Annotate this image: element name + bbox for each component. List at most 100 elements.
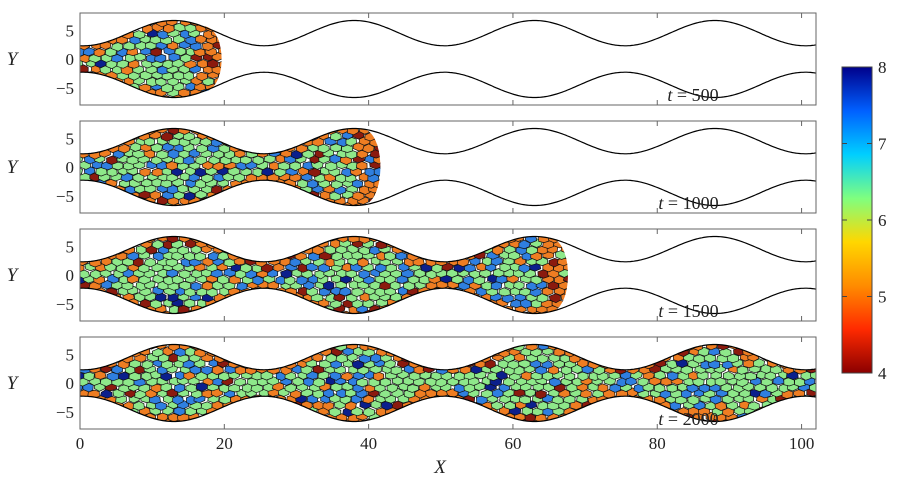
cell (222, 42, 233, 51)
y-tick-label: 0 (66, 374, 75, 393)
lower-wall (79, 71, 817, 99)
cell (374, 202, 381, 206)
cell (178, 281, 191, 291)
cell (80, 41, 81, 50)
cell (721, 394, 734, 404)
cell (817, 390, 828, 398)
y-tick-label: 5 (66, 237, 75, 256)
cell (348, 236, 360, 243)
cell (150, 143, 163, 153)
cell (195, 34, 208, 44)
cell (194, 190, 208, 199)
cell (352, 191, 365, 201)
cell (162, 344, 175, 346)
cell (200, 401, 213, 411)
colorbar-tick-label: 4 (878, 364, 887, 383)
upper-wall (79, 127, 817, 155)
cell (80, 263, 85, 273)
cell (379, 149, 381, 159)
colorbar-tick-label: 7 (878, 135, 887, 154)
cell (123, 41, 136, 51)
cell (80, 166, 84, 176)
cell (407, 384, 419, 393)
cell (106, 155, 118, 165)
cell (201, 160, 214, 171)
cell (666, 383, 678, 393)
cell (387, 143, 398, 152)
upper-wall (79, 343, 817, 371)
cell (90, 269, 102, 280)
cell (216, 22, 222, 32)
cell (379, 128, 381, 135)
cell (747, 401, 760, 411)
cell (536, 354, 549, 364)
cell (382, 186, 393, 195)
cell (358, 185, 372, 195)
cell (328, 407, 342, 418)
cell (547, 281, 559, 291)
y-tick-label: 5 (66, 129, 75, 148)
cell (347, 128, 359, 136)
cell (518, 239, 531, 250)
panel-frame (79, 228, 817, 322)
cell (340, 371, 353, 381)
cell (553, 311, 566, 314)
cell (376, 128, 381, 130)
cell (222, 137, 235, 147)
cell (575, 275, 586, 284)
cell (177, 128, 191, 135)
cell (818, 365, 829, 373)
cell (224, 66, 235, 74)
cell (390, 366, 403, 375)
lower-wall (79, 179, 817, 207)
cell (577, 239, 589, 248)
y-tick-label: −5 (56, 403, 74, 422)
cell (491, 388, 504, 398)
y-tick-label: −5 (56, 295, 74, 314)
time-label: t = 2000 (658, 409, 718, 429)
colorbar-tick-label: 6 (878, 211, 887, 230)
panel-frame (79, 120, 817, 214)
cell (570, 305, 581, 314)
cell (571, 258, 582, 266)
cell (653, 383, 666, 393)
cell (569, 233, 581, 241)
cell (498, 287, 511, 297)
cell (597, 383, 609, 393)
y-tick-label: 0 (66, 50, 75, 69)
cell (277, 161, 291, 171)
cell (213, 89, 222, 98)
cell (302, 149, 315, 159)
cell (213, 20, 222, 27)
lower-wall (79, 287, 817, 315)
panel-1: 5 0 −5 Yt = 500 (7, 12, 817, 106)
cell (463, 263, 477, 273)
colorbar: 8 7 6 5 4 (841, 58, 887, 383)
cell (151, 239, 164, 250)
cell (166, 236, 179, 244)
y-tick-label: −5 (56, 187, 74, 206)
cell (206, 59, 219, 69)
cell (753, 358, 765, 368)
cell (720, 382, 733, 393)
panel-2: 5 0 −5 Yt = 1000 (7, 120, 817, 214)
cell (525, 344, 538, 351)
cell (453, 371, 466, 381)
cell (576, 287, 587, 296)
cell (714, 401, 727, 411)
cell (322, 280, 335, 291)
cell (111, 364, 123, 375)
x-tick-label: 100 (789, 434, 815, 453)
cell (384, 251, 396, 261)
cell (484, 359, 496, 369)
cell (200, 365, 214, 376)
cell (736, 365, 749, 375)
cell (520, 311, 533, 314)
x-tick-label: 60 (504, 434, 521, 453)
cell (744, 371, 757, 381)
y-axis-label: Y (7, 265, 20, 286)
cell (296, 276, 308, 286)
x-axis-label: X (433, 457, 447, 478)
cell (680, 365, 693, 375)
